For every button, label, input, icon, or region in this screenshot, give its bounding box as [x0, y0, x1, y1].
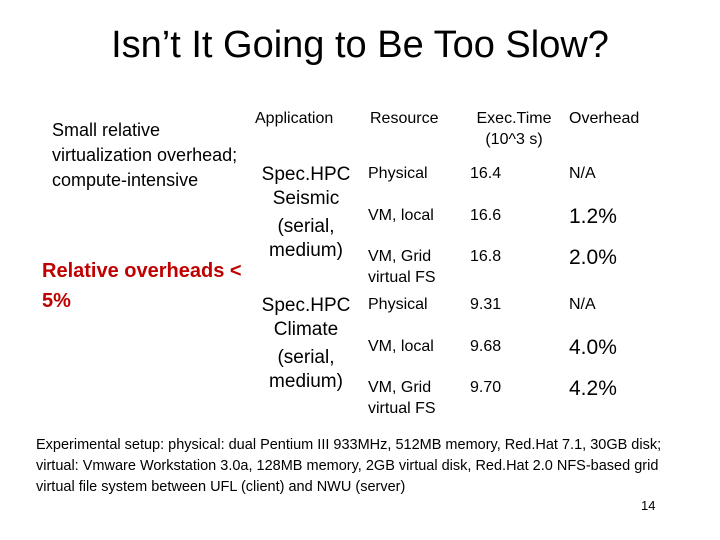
experimental-setup-note: Experimental setup: physical: dual Penti…: [36, 437, 662, 495]
page-number: 14: [641, 498, 656, 513]
note-relative-overheads: Relative overheads < 5%: [42, 260, 242, 312]
table-cell-overhead: 4.2%: [569, 377, 617, 400]
table-cell-exectime: 16.8: [470, 248, 502, 265]
table-cell-overhead: 2.0%: [569, 246, 617, 269]
table-cell-resource: VM, local: [368, 338, 434, 355]
table-cell-resource: VM, Grid virtual FS: [368, 248, 436, 286]
app-spec-hpc-seismic: Spec.HPC Seismic (serial, medium): [261, 164, 351, 261]
note-virtualization-overhead: Small relative virtualization overhead; …: [52, 120, 238, 190]
table-cell-resource: Physical: [368, 165, 428, 182]
header-exectime: Exec.Time (10^3 s): [476, 110, 552, 148]
table-cell-exectime: 9.70: [470, 379, 502, 396]
table-cell-resource: VM, Grid virtual FS: [368, 379, 436, 417]
slide-title: Isn’t It Going to Be Too Slow?: [111, 24, 609, 66]
table-cell-overhead: 1.2%: [569, 205, 617, 228]
app-spec-hpc-climate: Spec.HPC Climate (serial, medium): [261, 295, 351, 392]
header-overhead: Overhead: [569, 110, 640, 127]
table-cell-overhead: N/A: [569, 296, 596, 313]
table-cell-exectime: 16.6: [470, 207, 502, 224]
table-cell-exectime: 9.68: [470, 338, 502, 355]
table-cell-resource: VM, local: [368, 207, 434, 224]
table-cell-exectime: 16.4: [470, 165, 502, 182]
header-resource: Resource: [370, 110, 439, 127]
header-application: Application: [255, 110, 334, 127]
table-cell-overhead: 4.0%: [569, 336, 617, 359]
table-cell-overhead: N/A: [569, 165, 596, 182]
table-cell-resource: Physical: [368, 296, 428, 313]
table-cell-exectime: 9.31: [470, 296, 502, 313]
